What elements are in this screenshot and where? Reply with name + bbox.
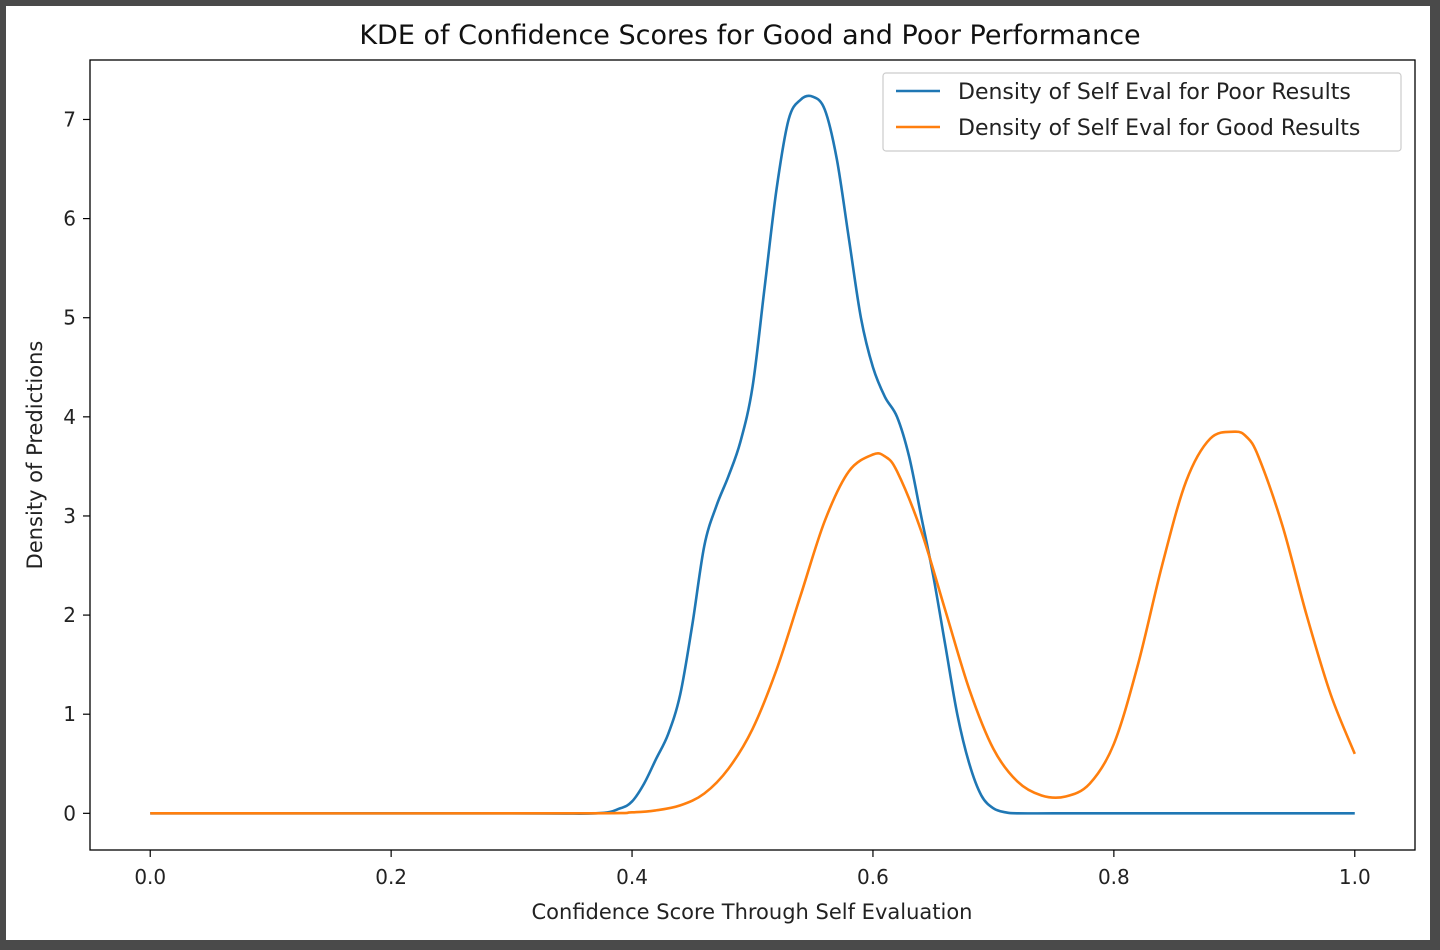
figure-frame: KDE of Confidence Scores for Good and Po… xyxy=(6,6,1430,940)
kde-chart: KDE of Confidence Scores for Good and Po… xyxy=(23,20,1416,924)
y-tick-label: 2 xyxy=(63,603,76,627)
x-tick-label: 0.0 xyxy=(134,865,166,889)
plot-area xyxy=(89,59,1416,851)
chart-title: KDE of Confidence Scores for Good and Po… xyxy=(359,20,1140,51)
x-tick-label: 0.4 xyxy=(616,865,648,889)
y-tick-label: 1 xyxy=(63,702,76,726)
series-lines xyxy=(150,94,1356,815)
series-line-poor xyxy=(150,94,1355,815)
y-tick-label: 6 xyxy=(63,207,76,231)
y-tick-label: 0 xyxy=(63,801,76,825)
y-tick-label: 3 xyxy=(63,504,76,528)
y-axis-label: Density of Predictions xyxy=(23,341,47,570)
y-tick-label: 5 xyxy=(63,306,76,330)
y-axis: 0 1 2 3 4 5 6 7 xyxy=(63,107,90,825)
x-tick-label: 0.2 xyxy=(375,865,407,889)
legend-label-good: Density of Self Eval for Good Results xyxy=(958,116,1360,141)
series-line-good xyxy=(150,430,1356,815)
legend: Density of Self Eval for Poor Results De… xyxy=(882,72,1402,152)
legend-label-poor: Density of Self Eval for Poor Results xyxy=(958,80,1351,105)
x-tick-label: 1.0 xyxy=(1339,865,1371,889)
x-tick-label: 0.8 xyxy=(1098,865,1130,889)
x-tick-label: 0.6 xyxy=(857,865,889,889)
x-axis-label: Confidence Score Through Self Evaluation xyxy=(532,900,973,924)
x-axis: 0.0 0.2 0.4 0.6 0.8 1.0 xyxy=(134,850,1371,889)
y-tick-label: 7 xyxy=(63,107,76,131)
y-tick-label: 4 xyxy=(63,405,76,429)
legend-box xyxy=(882,72,1402,152)
